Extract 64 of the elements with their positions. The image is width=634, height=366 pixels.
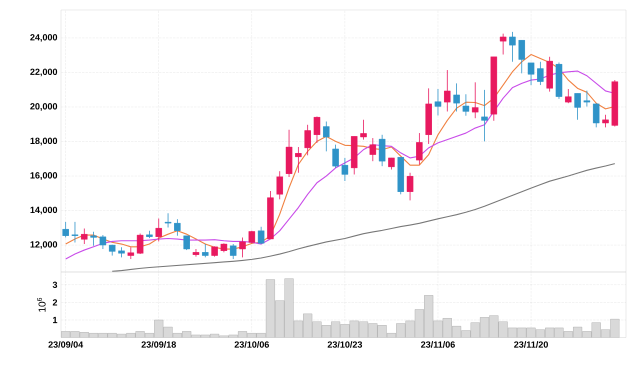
y-tick-label: 2 bbox=[52, 299, 58, 306]
y-tick-label: 18,000 bbox=[30, 138, 58, 146]
candlestick bbox=[304, 124, 311, 156]
candlestick bbox=[453, 82, 460, 112]
candlestick bbox=[509, 32, 516, 62]
x-tick-label: 23/10/06 bbox=[234, 341, 269, 348]
candlestick bbox=[574, 92, 581, 120]
y-tick-label: 14,000 bbox=[30, 206, 58, 214]
candlestick bbox=[258, 226, 264, 244]
candlestick bbox=[323, 121, 330, 152]
candlestick bbox=[472, 82, 478, 119]
candlestick bbox=[332, 144, 339, 168]
y-tick-label: 20,000 bbox=[30, 103, 58, 111]
candlestick bbox=[128, 246, 134, 260]
candlestick bbox=[81, 228, 88, 244]
candlestick bbox=[239, 237, 246, 258]
y-axis-title: 10$^{6}$ bbox=[37, 298, 46, 312]
candlestick bbox=[584, 90, 590, 107]
candlestick bbox=[444, 70, 451, 112]
candlestick bbox=[62, 222, 69, 238]
x-tick-label: 23/09/18 bbox=[142, 341, 176, 348]
y-tick-label: 24,000 bbox=[30, 34, 58, 42]
candlestick bbox=[174, 218, 181, 236]
candlestick bbox=[500, 33, 506, 55]
candlestick bbox=[416, 132, 423, 165]
candlestick bbox=[118, 246, 125, 258]
candlestick bbox=[136, 233, 144, 254]
candlestick bbox=[565, 88, 572, 104]
candlestick bbox=[183, 235, 190, 250]
candlestick bbox=[202, 244, 209, 258]
y-tick-label: 16,000 bbox=[30, 172, 58, 180]
candlestick bbox=[314, 116, 320, 144]
candlestick bbox=[378, 134, 386, 167]
y-tick-label: 3 bbox=[52, 282, 58, 288]
x-tick-label: 23/09/04 bbox=[48, 341, 84, 348]
candlestick bbox=[90, 231, 97, 246]
candlestick bbox=[528, 62, 534, 86]
candlestick bbox=[462, 94, 470, 116]
candlestick bbox=[360, 119, 367, 140]
y-tick-label: 22,000 bbox=[30, 68, 58, 76]
x-tick-label: 23/11/20 bbox=[514, 341, 548, 348]
candlestick bbox=[155, 218, 162, 242]
candlestick bbox=[406, 172, 414, 201]
y-tick-label: 12,000 bbox=[30, 241, 58, 249]
candlestick bbox=[518, 40, 526, 74]
candlestick bbox=[592, 102, 600, 128]
candlestick bbox=[230, 244, 236, 260]
candlestick bbox=[537, 61, 544, 86]
candlestick bbox=[602, 114, 609, 128]
candlestick bbox=[164, 212, 172, 228]
candlestick bbox=[481, 90, 488, 142]
x-tick-label: 23/10/23 bbox=[328, 341, 362, 348]
candlestick bbox=[370, 138, 376, 162]
candlestick bbox=[295, 146, 302, 174]
candlestick bbox=[100, 234, 106, 250]
candlestick bbox=[108, 244, 116, 256]
candlestick bbox=[434, 88, 442, 116]
candlestick bbox=[248, 230, 256, 244]
candlestick bbox=[342, 158, 348, 182]
candlestick bbox=[72, 222, 78, 243]
candlestick bbox=[276, 170, 284, 200]
candlestick bbox=[388, 158, 395, 170]
y-tick-label: 1 bbox=[53, 316, 58, 324]
x-tick-label: 23/11/06 bbox=[421, 341, 455, 348]
